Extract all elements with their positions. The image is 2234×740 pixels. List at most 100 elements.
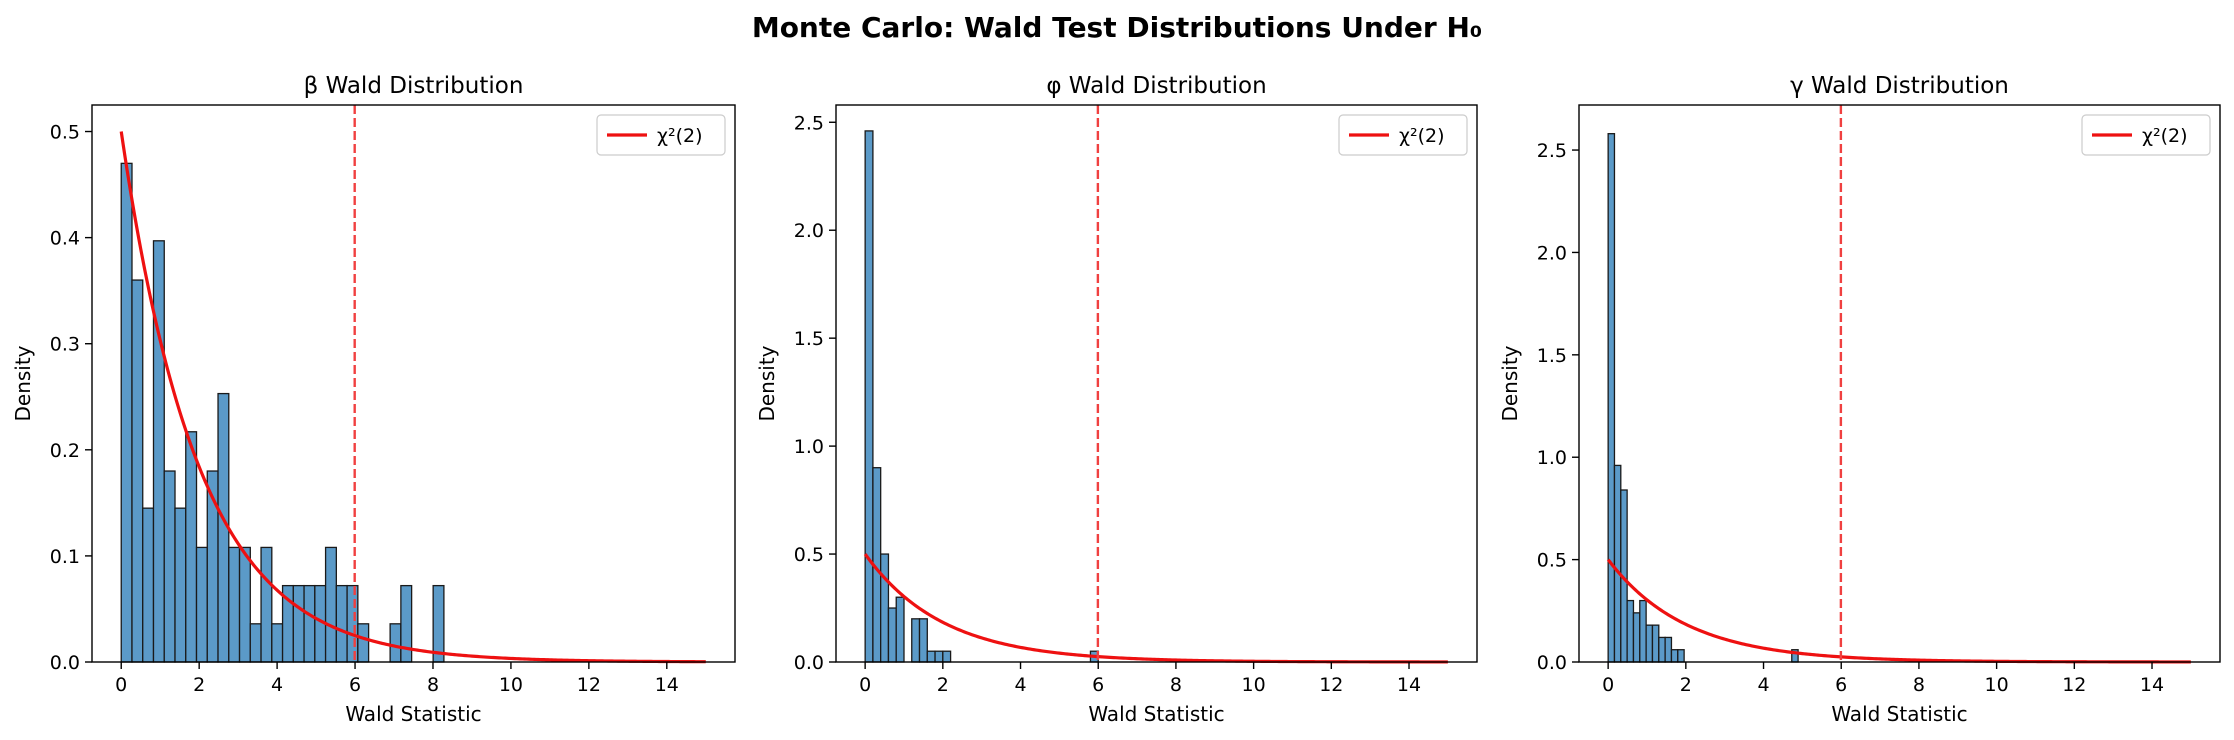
- x-tick-label: 0: [115, 674, 127, 696]
- legend: χ²(2): [1338, 114, 1468, 156]
- histogram-bar: [238, 546, 251, 663]
- histogram-bar: [260, 546, 273, 663]
- histogram-bar: [432, 584, 445, 663]
- x-tick-label: 8: [1170, 674, 1182, 696]
- legend-box: [2081, 114, 2211, 156]
- histogram-bar: [346, 584, 359, 663]
- histogram-bar: [1613, 464, 1622, 663]
- legend-label: χ²(2): [657, 125, 703, 147]
- legend: χ²(2): [2081, 114, 2211, 156]
- histogram-bar: [335, 584, 348, 663]
- histogram-bar: [303, 584, 316, 663]
- histogram-bar: [131, 279, 144, 663]
- y-tick-label: 2.0: [1537, 242, 1567, 264]
- x-axis-label: Wald Statistic: [1088, 702, 1224, 726]
- y-tick-label: 0.3: [50, 334, 80, 356]
- legend-label: χ²(2): [2142, 125, 2188, 147]
- legend-box: [596, 114, 726, 156]
- x-tick-label: 12: [2062, 674, 2086, 696]
- histogram-bar: [195, 546, 208, 663]
- x-tick-label: 8: [427, 674, 439, 696]
- histogram-bar: [271, 623, 284, 663]
- chi2-curve: [863, 553, 1448, 664]
- histogram-bar: [163, 470, 176, 663]
- y-tick-label: 0.0: [1537, 652, 1567, 674]
- histogram-phi: [864, 130, 1099, 663]
- histogram-bar: [895, 596, 905, 663]
- histogram-bar: [120, 162, 133, 663]
- histogram-bar: [934, 650, 944, 663]
- x-tick-label: 2: [1680, 674, 1692, 696]
- histogram-bar: [942, 650, 952, 663]
- x-tick-label: 4: [1014, 674, 1026, 696]
- histogram-bar: [174, 507, 187, 663]
- histogram-bar: [918, 618, 928, 663]
- y-tick-label: 0.2: [50, 440, 80, 462]
- histogram-bar: [887, 607, 897, 663]
- y-tick-label: 0.1: [50, 546, 80, 568]
- histogram-bar: [389, 623, 402, 663]
- y-tick-label: 0.0: [794, 652, 824, 674]
- y-tick-label: 2.0: [794, 220, 824, 242]
- histogram-bar: [1664, 636, 1673, 663]
- histogram-bar: [864, 130, 874, 663]
- y-axis-label: Density: [1498, 345, 1522, 421]
- y-tick-label: 2.5: [1537, 140, 1567, 162]
- histogram-bar: [357, 623, 370, 663]
- y-tick-label: 2.5: [794, 112, 824, 134]
- panel-phi: 0 2 4 6 8 10 12 14 0.0 0.5 1.0 1.5 2.0 2.5 φ Wald Dist…: [755, 73, 1478, 726]
- x-tick-label: 10: [499, 674, 523, 696]
- x-tick-label: 4: [1757, 674, 1769, 696]
- x-axis-label: Wald Statistic: [1831, 702, 1967, 726]
- x-tick-label: 4: [271, 674, 283, 696]
- y-tick-label: 0.5: [1537, 550, 1567, 572]
- axes-title: φ Wald Distribution: [1046, 73, 1266, 99]
- histogram-bar: [911, 618, 921, 663]
- x-tick-label: 10: [1985, 674, 2009, 696]
- histogram-bar: [880, 553, 890, 663]
- axes-title: γ Wald Distribution: [1790, 73, 2009, 99]
- y-tick-label: 0.0: [50, 652, 80, 674]
- x-axis-label: Wald Statistic: [345, 702, 481, 726]
- histogram-bar: [1639, 599, 1647, 663]
- y-tick-label: 0.5: [794, 544, 824, 566]
- histogram-bar: [926, 650, 936, 663]
- legend-box: [1338, 114, 1468, 156]
- histogram-bar: [1607, 133, 1616, 663]
- y-tick-label: 0.4: [50, 228, 80, 250]
- x-tick-label: 10: [1242, 674, 1266, 696]
- x-tick-label: 0: [859, 674, 871, 696]
- histogram-bar: [1658, 636, 1666, 663]
- histogram-bar: [292, 584, 305, 663]
- histogram-bar: [324, 546, 337, 663]
- chi2-curve: [1606, 558, 2191, 664]
- x-tick-label: 0: [1602, 674, 1614, 696]
- panel-gamma: 0 2 4 6 8 10 12 14 0.0 0.5 1.0 1.5 2.0 2.5 γ Wald Dist…: [1498, 73, 2221, 726]
- x-tick-label: 2: [193, 674, 205, 696]
- x-tick-label: 14: [655, 674, 679, 696]
- axes-frame: [835, 104, 1478, 663]
- figure-title: Monte Carlo: Wald Test Distributions Und…: [752, 11, 1482, 44]
- histogram-bar: [185, 431, 198, 663]
- histogram-bar: [249, 623, 262, 663]
- y-tick-label: 1.5: [794, 328, 824, 350]
- x-tick-label: 14: [2140, 674, 2164, 696]
- legend-label: χ²(2): [1399, 125, 1445, 147]
- y-tick-label: 0.5: [50, 122, 80, 144]
- y-axis-label: Density: [11, 345, 35, 421]
- histogram-bar: [142, 507, 155, 663]
- y-axis-label: Density: [755, 345, 779, 421]
- x-tick-label: 12: [1319, 674, 1343, 696]
- histogram-bar: [1626, 599, 1635, 663]
- legend: χ²(2): [596, 114, 726, 156]
- histogram-bar: [1677, 649, 1685, 663]
- x-tick-label: 6: [349, 674, 361, 696]
- axes-frame: [91, 104, 736, 663]
- x-tick-label: 8: [1913, 674, 1925, 696]
- y-tick-label: 1.0: [794, 436, 824, 458]
- histogram-bar: [1645, 624, 1654, 663]
- x-tick-label: 12: [577, 674, 601, 696]
- y-tick-label: 1.0: [1537, 447, 1567, 469]
